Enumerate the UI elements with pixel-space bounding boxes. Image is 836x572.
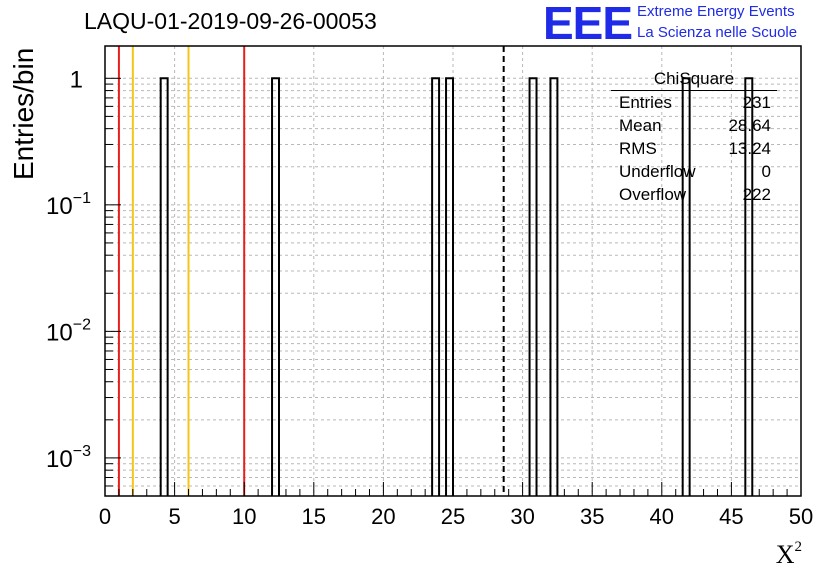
x-tick-label: 0 — [99, 504, 111, 529]
x-axis-label-base: X — [775, 540, 795, 569]
x-tick-label: 15 — [302, 504, 326, 529]
x-tick-label: 25 — [441, 504, 465, 529]
stats-box: ChiSquare Entries 231 Mean 28.64 RMS 13.24 … — [611, 68, 777, 206]
y-tick-label: 1 — [70, 66, 83, 93]
stats-label: RMS — [619, 139, 657, 158]
histogram-bin — [549, 77, 559, 496]
stats-label: Mean — [619, 116, 662, 135]
stats-value: 13.24 — [728, 139, 771, 158]
stats-label: Overflow — [619, 185, 687, 204]
histogram-bin — [445, 77, 454, 496]
stats-value: 231 — [742, 93, 771, 112]
x-tick-label: 35 — [580, 504, 604, 529]
x-axis-label: X2 — [776, 539, 802, 570]
plot-title: LAQU-01-2019-09-26-00053 — [84, 8, 377, 34]
histogram-bin — [431, 77, 441, 496]
stats-row: Mean 28.64 — [611, 114, 777, 137]
stats-label: Underflow — [619, 162, 696, 181]
histogram-bin — [528, 77, 538, 496]
stats-label: Entries — [619, 93, 672, 112]
x-tick-label: 40 — [650, 504, 674, 529]
x-axis-label-sup: 2 — [794, 539, 803, 555]
stats-value: 222 — [742, 185, 771, 204]
x-tick-label: 45 — [719, 504, 743, 529]
y-tick-label: 10−1 — [46, 190, 91, 220]
logo-line-1: Extreme Energy Events — [637, 3, 795, 20]
stats-row: Entries 231 — [611, 91, 777, 114]
eee-logo: EEE — [543, 0, 633, 49]
stats-row: Overflow 222 — [611, 183, 777, 206]
histogram-bin — [159, 77, 169, 496]
logo-line-2: La Scienza nelle Scuole — [637, 24, 798, 41]
x-tick-label: 20 — [371, 504, 395, 529]
y-tick-label: 10−2 — [46, 316, 91, 346]
histogram-bin — [681, 77, 691, 496]
stats-value: 0 — [761, 162, 771, 181]
stats-row: Underflow 0 — [611, 160, 777, 183]
stats-title: ChiSquare — [611, 68, 777, 91]
x-tick-label: 30 — [510, 504, 534, 529]
histogram-bin — [744, 77, 754, 496]
x-tick-label: 5 — [168, 504, 180, 529]
y-tick-label: 10−3 — [46, 443, 91, 473]
x-tick-label: 50 — [789, 504, 813, 529]
x-tick-label: 10 — [232, 504, 256, 529]
histogram-bin — [271, 77, 280, 496]
stats-row: RMS 13.24 — [611, 137, 777, 160]
y-axis-label: Entries/bin — [8, 47, 39, 180]
stats-value: 28.64 — [728, 116, 771, 135]
